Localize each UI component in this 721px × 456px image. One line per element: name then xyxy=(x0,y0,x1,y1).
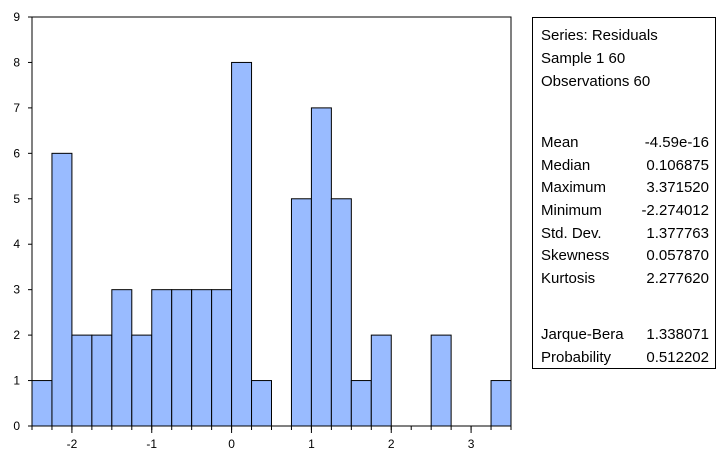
histogram-bar xyxy=(290,198,312,427)
histogram-bar xyxy=(430,334,452,427)
observations-label: Observations 60 xyxy=(541,73,651,90)
normality-test-table: Jarque-Bera 1.338071 Probability 0.512202 xyxy=(541,324,709,369)
stat-row-skewness: Skewness 0.057870 xyxy=(541,245,709,268)
x-tick-label: 1 xyxy=(308,437,315,451)
stat-value: 0.057870 xyxy=(646,247,709,265)
y-tick-label: 4 xyxy=(13,237,20,251)
y-tick-label: 0 xyxy=(13,419,20,433)
stats-header: Series: Residuals Sample 1 60 Observatio… xyxy=(541,24,658,93)
histogram-bar xyxy=(490,380,512,427)
histogram-bar xyxy=(51,152,73,427)
histogram-bar xyxy=(191,289,213,427)
y-tick-label: 1 xyxy=(13,374,20,388)
histogram-bar xyxy=(111,289,133,427)
stat-row-median: Median 0.106875 xyxy=(541,155,709,178)
stat-value: 1.338071 xyxy=(646,326,709,343)
histogram-bar xyxy=(231,61,253,427)
x-tick-label: -2 xyxy=(67,437,78,451)
histogram-bar xyxy=(151,289,173,427)
stat-value: 3.371520 xyxy=(646,179,709,197)
stat-row-jarque-bera: Jarque-Bera 1.338071 xyxy=(541,324,709,347)
histogram-bar xyxy=(251,380,273,427)
histogram-bar xyxy=(350,380,372,427)
summary-stats-table: Mean -4.59e-16 Median 0.106875 Maximum 3.37… xyxy=(541,132,709,291)
stat-value: 1.377763 xyxy=(646,224,709,242)
stat-row-probability: Probability 0.512202 xyxy=(541,347,709,370)
y-tick-label: 3 xyxy=(13,283,20,297)
histogram-bar xyxy=(211,289,233,427)
stat-row-mean: Mean -4.59e-16 xyxy=(541,132,709,155)
histogram-bar xyxy=(330,198,352,427)
stat-label: Kurtosis xyxy=(541,270,596,288)
stat-label: Probability xyxy=(541,348,612,366)
histogram-bar xyxy=(71,334,93,427)
y-tick-label: 8 xyxy=(13,55,20,69)
histogram-bar xyxy=(131,334,153,427)
stat-row-minimum: Minimum -2.274012 xyxy=(541,200,709,223)
x-tick-label: -1 xyxy=(146,437,157,451)
stat-label: Std. Dev. xyxy=(541,224,602,242)
x-tick-label: 0 xyxy=(228,437,235,451)
stat-value: -2.274012 xyxy=(641,202,709,220)
y-tick-label: 5 xyxy=(13,192,20,206)
stat-label: Jarque-Bera xyxy=(541,326,624,343)
axes-group: 0 1 2 3 4 5 6 7 8 9 -2 -1 0 1 2 3 xyxy=(13,10,512,451)
stat-label: Median xyxy=(541,156,591,174)
stat-row-kurtosis: Kurtosis 2.277620 xyxy=(541,268,709,291)
stat-label: Minimum xyxy=(541,202,602,220)
stat-value: 2.277620 xyxy=(646,270,709,288)
stat-label: Mean xyxy=(541,134,579,151)
descriptive-statistics-panel: Series: Residuals Sample 1 60 Observatio… xyxy=(532,17,716,369)
stat-value: 0.512202 xyxy=(646,348,709,366)
histogram-bar xyxy=(370,334,392,427)
stat-row-maximum: Maximum 3.371520 xyxy=(541,177,709,200)
y-tick-label: 7 xyxy=(13,101,20,115)
x-tick-label: 2 xyxy=(388,437,395,451)
histogram-bar xyxy=(31,380,53,427)
y-tick-label: 2 xyxy=(13,328,20,342)
histogram-bar xyxy=(171,289,193,427)
histogram-bar xyxy=(91,334,113,427)
stat-value: 0.106875 xyxy=(646,156,709,174)
y-tick-label: 9 xyxy=(13,10,20,24)
stat-row-std-dev: Std. Dev. 1.377763 xyxy=(541,223,709,246)
histogram-bar xyxy=(310,107,332,427)
y-tick-label: 6 xyxy=(13,146,20,160)
stat-label: Maximum xyxy=(541,179,607,197)
series-label: Series: Residuals xyxy=(541,27,658,44)
stat-label: Skewness xyxy=(541,247,610,265)
x-tick-label: 3 xyxy=(468,437,475,451)
bars-group xyxy=(31,61,512,427)
stat-value: -4.59e-16 xyxy=(644,134,709,151)
sample-label: Sample 1 60 xyxy=(541,50,626,67)
